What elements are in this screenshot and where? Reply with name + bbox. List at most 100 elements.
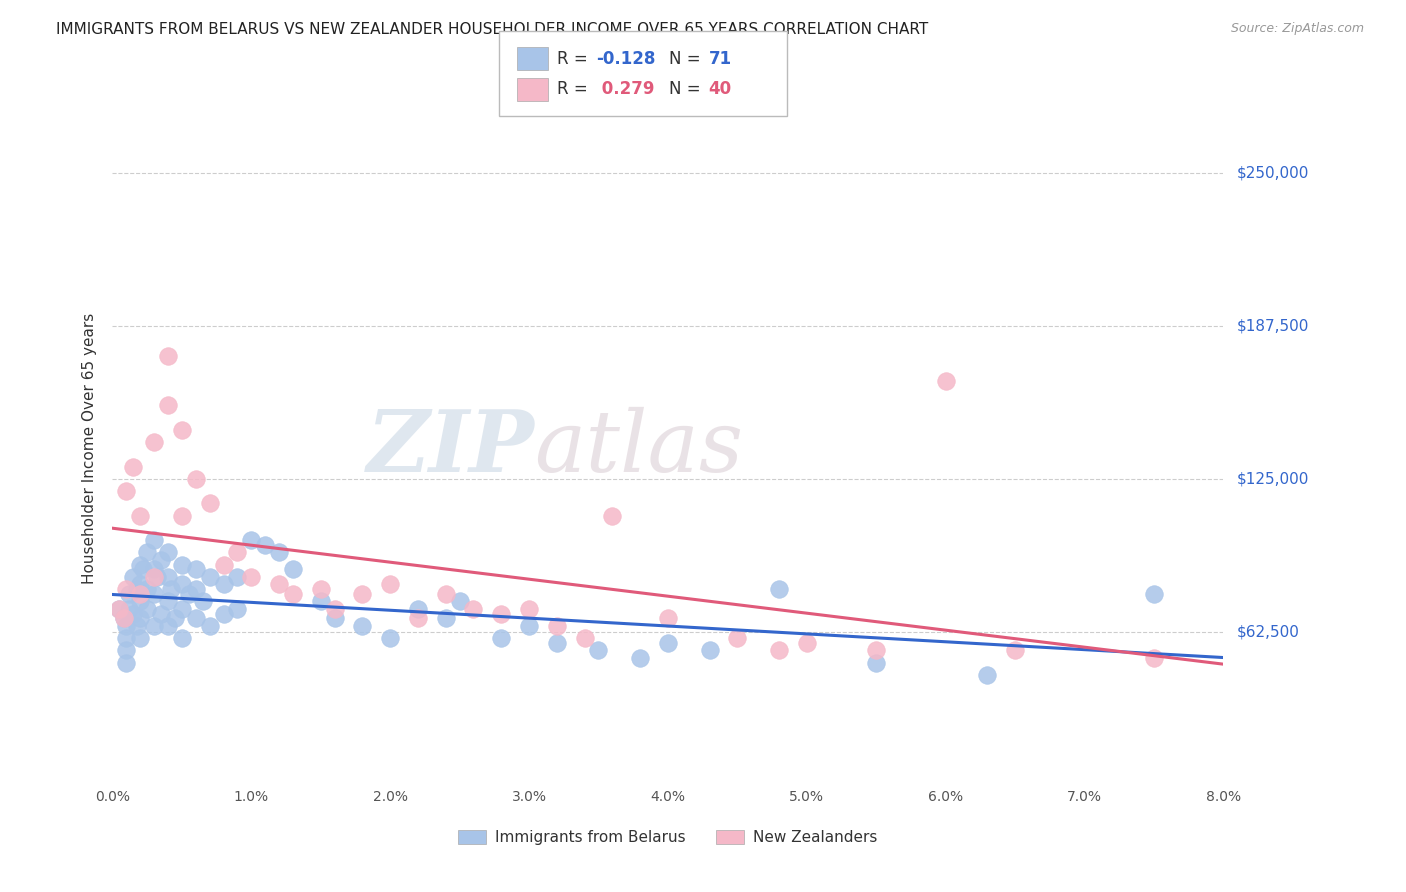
Point [657,611,679,625]
Point [170,508,193,523]
Point [198,570,221,584]
Point [112,611,135,625]
Point [157,619,180,633]
Point [191,594,214,608]
Point [129,594,152,608]
Point [267,545,291,559]
Point [628,650,651,665]
Point [118,587,141,601]
Point [725,631,748,645]
Point [434,587,457,601]
Point [170,577,193,591]
Point [768,643,790,657]
Text: 0.279: 0.279 [596,80,655,98]
Point [122,459,145,474]
Point [157,545,180,559]
Point [143,619,166,633]
Point [170,601,193,615]
Point [170,558,193,572]
Point [198,496,221,510]
Point [1143,587,1166,601]
Point [184,472,207,486]
Text: R =: R = [557,50,593,68]
Point [491,607,513,621]
Point [588,643,610,657]
Point [127,619,149,633]
Point [163,611,186,625]
Point [115,484,138,499]
Text: ZIP: ZIP [367,407,534,490]
Point [184,611,207,625]
Point [449,594,471,608]
Point [115,631,138,645]
Point [129,611,152,625]
Text: IMMIGRANTS FROM BELARUS VS NEW ZEALANDER HOUSEHOLDER INCOME OVER 65 YEARS CORREL: IMMIGRANTS FROM BELARUS VS NEW ZEALANDER… [56,22,928,37]
Point [115,656,138,670]
Text: 71: 71 [709,50,731,68]
Point [226,545,249,559]
Point [129,587,152,601]
Point [323,611,346,625]
Point [240,533,263,547]
Text: Source: ZipAtlas.com: Source: ZipAtlas.com [1230,22,1364,36]
Point [143,587,166,601]
Point [434,611,457,625]
Point [129,558,152,572]
Point [136,582,159,596]
Point [865,656,887,670]
Point [212,558,235,572]
Point [281,562,304,576]
Point [212,577,235,591]
Point [574,631,596,645]
Legend: Immigrants from Belarus, New Zealanders: Immigrants from Belarus, New Zealanders [453,824,883,851]
Point [159,582,181,596]
Point [546,619,568,633]
Point [309,594,332,608]
Text: atlas: atlas [534,407,744,490]
Y-axis label: Householder Income Over 65 years: Householder Income Over 65 years [82,312,97,584]
Point [150,552,173,566]
Point [108,601,131,615]
Point [198,619,221,633]
Point [115,582,138,596]
Point [184,582,207,596]
Text: -0.128: -0.128 [596,50,655,68]
Point [226,601,249,615]
Point [122,607,145,621]
Point [699,643,721,657]
Point [1143,650,1166,665]
Point [768,582,790,596]
Point [517,619,540,633]
Point [157,350,180,364]
Point [177,587,200,601]
Point [129,508,152,523]
Point [146,570,169,584]
Point [865,643,887,657]
Point [976,667,998,681]
Point [157,594,180,608]
Point [143,570,166,584]
Point [127,582,149,596]
Point [657,636,679,650]
Text: N =: N = [669,50,706,68]
Point [136,601,159,615]
Point [380,577,402,591]
Text: N =: N = [669,80,706,98]
Point [352,619,374,633]
Text: $125,000: $125,000 [1237,471,1309,486]
Point [143,562,166,576]
Point [129,577,152,591]
Point [254,538,277,552]
Point [546,636,568,650]
Point [406,611,429,625]
Point [118,601,141,615]
Text: $187,500: $187,500 [1237,318,1309,334]
Point [129,631,152,645]
Point [463,601,485,615]
Point [267,577,291,591]
Point [115,619,138,633]
Point [112,611,135,625]
Point [309,582,332,596]
Point [796,636,818,650]
Point [406,601,429,615]
